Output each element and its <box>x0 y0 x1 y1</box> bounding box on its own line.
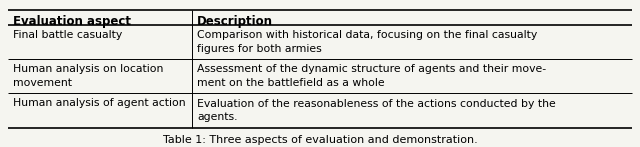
Text: Human analysis of agent action: Human analysis of agent action <box>13 98 186 108</box>
Text: figures for both armies: figures for both armies <box>197 44 322 54</box>
Text: movement: movement <box>13 78 72 88</box>
Text: agents.: agents. <box>197 112 237 122</box>
Text: ment on the battlefield as a whole: ment on the battlefield as a whole <box>197 78 385 88</box>
Text: Evaluation of the reasonableness of the actions conducted by the: Evaluation of the reasonableness of the … <box>197 99 556 109</box>
Text: Final battle casualty: Final battle casualty <box>13 30 122 40</box>
Text: Evaluation aspect: Evaluation aspect <box>13 15 131 28</box>
Text: Table 1: Three aspects of evaluation and demonstration.: Table 1: Three aspects of evaluation and… <box>163 135 477 145</box>
Text: Comparison with historical data, focusing on the final casualty: Comparison with historical data, focusin… <box>197 30 538 40</box>
Text: Description: Description <box>197 15 273 28</box>
Text: Human analysis on location: Human analysis on location <box>13 64 163 74</box>
Text: Assessment of the dynamic structure of agents and their move-: Assessment of the dynamic structure of a… <box>197 64 546 74</box>
